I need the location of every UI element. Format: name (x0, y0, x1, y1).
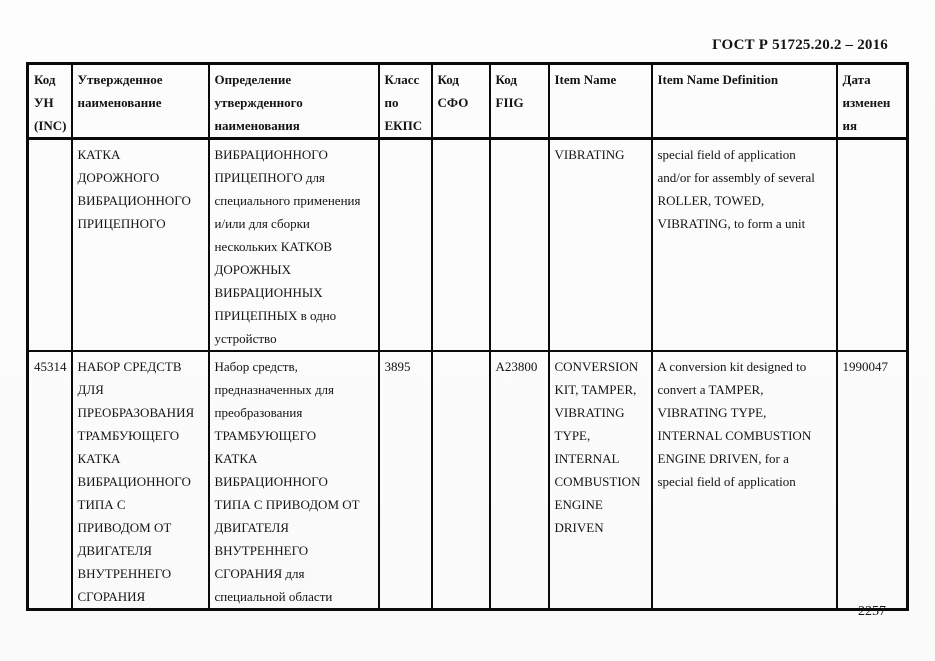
cell-sfo-code (430, 350, 491, 611)
cell-ekps-class (377, 137, 433, 352)
header-cell-fiig-code: Код FIIG (488, 62, 550, 140)
header-cell-approved-name: Утвержденное наименование (70, 62, 210, 140)
cell-fiig-code (488, 137, 550, 352)
cell-sfo-code (430, 137, 491, 352)
document-standard-title: ГОСТ Р 51725.20.2 – 2016 (712, 37, 888, 53)
header-cell-change-date: Дата изменен ия (835, 62, 909, 140)
cell-approved-name: КАТКА ДОРОЖНОГО ВИБРАЦИОННОГО ПРИЦЕПНОГО (70, 137, 210, 352)
item-codes-table: Код УН (INC) Утвержденное наименование О… (26, 62, 909, 611)
header-cell-item-name-definition: Item Name Definition (650, 62, 838, 140)
table-header-row: Код УН (INC) Утвержденное наименование О… (26, 62, 909, 140)
cell-item-name: VIBRATING (547, 137, 653, 352)
cell-item-name-definition: special field of application and/or for … (650, 137, 838, 352)
cell-definition: Набор средств, предназначенных для преоб… (207, 350, 380, 611)
cell-approved-name: НАБОР СРЕДСТВ ДЛЯ ПРЕОБРАЗОВАНИЯ ТРАМБУЮ… (70, 350, 210, 611)
cell-inc-code (26, 137, 73, 352)
cell-fiig-code: A23800 (488, 350, 550, 611)
header-cell-sfo-code: Код СФО (430, 62, 491, 140)
header-cell-item-name: Item Name (547, 62, 653, 140)
cell-definition: ВИБРАЦИОННОГО ПРИЦЕПНОГО для специальног… (207, 137, 380, 352)
cell-inc-code: 45314 (26, 350, 73, 611)
cell-change-date: 1990047 (835, 350, 909, 611)
header-cell-definition: Определение утвержденного наименования (207, 62, 380, 140)
table-row-45314: 45314 НАБОР СРЕДСТВ ДЛЯ ПРЕОБРАЗОВАНИЯ Т… (26, 350, 909, 611)
cell-item-name-definition: A conversion kit designed to convert a T… (650, 350, 838, 611)
cell-item-name: CONVERSION KIT, TAMPER, VIBRATING TYPE, … (547, 350, 653, 611)
table-row-continuation: КАТКА ДОРОЖНОГО ВИБРАЦИОННОГО ПРИЦЕПНОГО… (26, 137, 909, 352)
page-number: 2257 (858, 604, 886, 619)
header-cell-ekps-class: Класс по ЕКПС (377, 62, 433, 140)
cell-change-date (835, 137, 909, 352)
header-cell-inc-code: Код УН (INC) (26, 62, 73, 140)
cell-ekps-class: 3895 (377, 350, 433, 611)
